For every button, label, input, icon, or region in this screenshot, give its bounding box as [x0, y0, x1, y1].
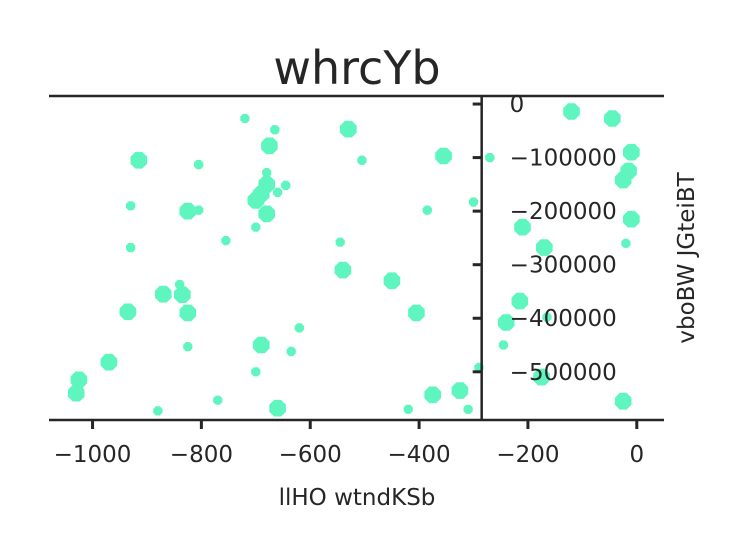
data-point: [533, 368, 550, 386]
data-point: [403, 404, 413, 414]
data-point: [183, 342, 193, 352]
x-axis-label: llHO wtndKSb: [279, 485, 436, 511]
data-point: [463, 404, 473, 414]
data-point: [424, 386, 441, 404]
data-point: [153, 406, 163, 416]
data-point: [119, 303, 137, 321]
data-point: [194, 205, 204, 215]
y-tick-label: −500000: [510, 360, 617, 386]
data-point: [251, 367, 261, 377]
data-point: [621, 238, 631, 248]
data-point: [270, 125, 280, 135]
data-point: [273, 187, 283, 197]
data-point: [67, 384, 85, 402]
y-tick-label: 0: [510, 92, 525, 118]
data-point: [252, 336, 270, 354]
data-point: [623, 210, 640, 228]
data-point: [179, 202, 197, 220]
data-point: [422, 205, 432, 215]
data-point: [286, 346, 296, 357]
data-point: [240, 113, 250, 124]
data-point: [485, 153, 495, 163]
data-point: [563, 103, 580, 120]
data-point: [623, 143, 640, 161]
y-tick-label: −200000: [510, 199, 617, 225]
x-tick-label: −600: [279, 442, 342, 468]
data-point: [221, 236, 231, 246]
data-point: [294, 323, 304, 333]
x-tick-label: −200: [496, 442, 559, 468]
y-tick-label: −400000: [510, 306, 617, 332]
data-point: [261, 137, 278, 155]
data-point: [340, 120, 357, 138]
data-point: [130, 151, 148, 169]
data-point: [334, 261, 352, 279]
data-point: [614, 171, 632, 189]
data-point: [70, 371, 88, 389]
data-point: [247, 192, 265, 209]
x-axis-ticks: −1000 −800 −600 −400 −200 0: [54, 420, 644, 468]
y-axis-ticks: 0 −100000 −200000 −300000 −400000 −500000: [472, 92, 617, 386]
data-point: [100, 353, 118, 371]
data-point: [498, 340, 509, 350]
data-point: [514, 218, 531, 236]
y-tick-label: −100000: [510, 146, 617, 172]
chart-title: whrcYb: [273, 41, 440, 95]
data-point: [468, 197, 479, 207]
data-point: [194, 159, 204, 170]
data-point: [451, 382, 469, 399]
data-point: [281, 180, 291, 191]
x-tick-label: 0: [629, 442, 644, 468]
data-point: [335, 237, 345, 247]
points-layer: [67, 103, 640, 417]
x-tick-label: −800: [170, 442, 233, 468]
data-point: [126, 201, 136, 211]
data-point: [542, 312, 552, 322]
y-axis-label: vboBW JGteiBT: [674, 171, 700, 343]
data-point: [213, 395, 223, 405]
data-point: [155, 285, 172, 303]
data-point: [126, 242, 136, 253]
data-point: [357, 155, 367, 165]
x-tick-label: −400: [388, 442, 451, 468]
x-tick-label: −1000: [54, 442, 132, 468]
data-point: [408, 304, 425, 322]
data-point: [174, 286, 191, 303]
y-tick-label: −300000: [510, 253, 617, 279]
data-point: [251, 222, 261, 232]
data-point: [511, 292, 529, 310]
data-point: [269, 399, 286, 417]
data-point: [536, 239, 553, 256]
data-point: [435, 147, 452, 165]
data-point: [258, 205, 275, 223]
data-point: [497, 314, 515, 331]
data-point: [614, 392, 632, 410]
data-point: [179, 304, 197, 322]
data-point: [262, 168, 272, 178]
data-point: [383, 272, 401, 290]
data-point: [604, 110, 621, 127]
